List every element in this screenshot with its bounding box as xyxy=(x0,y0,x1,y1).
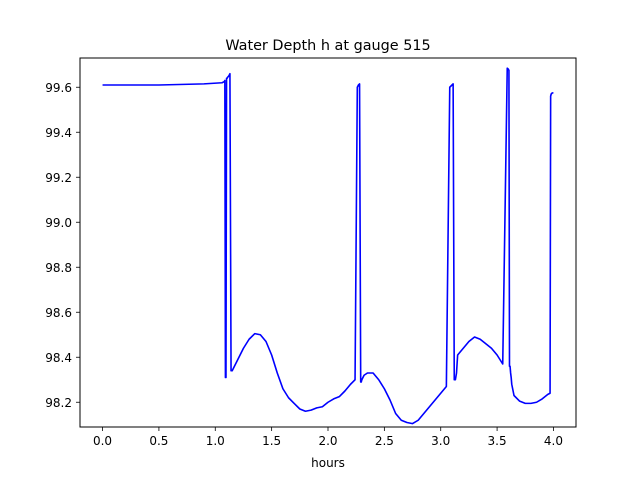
x-axis-label: hours xyxy=(311,456,345,470)
x-tick-label: 1.0 xyxy=(206,434,225,448)
chart-title: Water Depth h at gauge 515 xyxy=(225,38,430,54)
y-tick-label: 99.2 xyxy=(45,171,72,185)
y-tick-label: 99.6 xyxy=(45,81,72,95)
x-tick-label: 2.5 xyxy=(375,434,394,448)
y-tick-label: 98.6 xyxy=(45,306,72,320)
x-tick-label: 2.0 xyxy=(318,434,337,448)
series-line xyxy=(102,67,554,425)
y-tick-label: 98.4 xyxy=(45,351,72,365)
y-tick-label: 98.2 xyxy=(45,396,72,410)
x-tick-label: 4.0 xyxy=(544,434,563,448)
y-tick-label: 98.8 xyxy=(45,261,72,275)
x-tick-label: 3.0 xyxy=(431,434,450,448)
x-axis: 0.0 0.5 1.0 1.5 2.0 2.5 3.0 3.5 4.0 xyxy=(93,427,563,448)
y-axis: 98.2 98.4 98.6 98.8 99.0 99.2 99.4 99.6 xyxy=(45,81,80,410)
y-tick-label: 99.4 xyxy=(45,126,72,140)
x-tick-label: 0.5 xyxy=(149,434,168,448)
x-tick-label: 3.5 xyxy=(488,434,507,448)
y-tick-label: 99.0 xyxy=(45,216,72,230)
x-tick-label: 0.0 xyxy=(93,434,112,448)
x-tick-label: 1.5 xyxy=(262,434,281,448)
